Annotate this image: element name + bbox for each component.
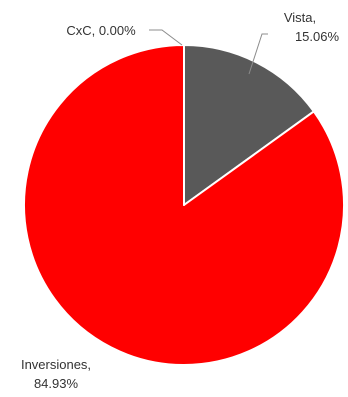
data-label-cxc: CxC, 0.00%: [66, 23, 136, 38]
data-label-inversiones-line-2: 84.93%: [34, 376, 79, 391]
leader-line-vista: [248, 33, 268, 75]
data-label-vista-line-1: Vista,: [284, 10, 316, 25]
pie-slice-vista: [183, 44, 315, 206]
data-label-cxc-line-1: CxC, 0.00%: [66, 23, 136, 38]
leader-line-cxc: [149, 29, 183, 46]
slices-layer: [23, 44, 345, 366]
data-label-vista: Vista, 15.06%: [284, 10, 340, 44]
data-labels-layer: Vista, 15.06% Inversiones, 84.93% CxC, 0.00%: [21, 10, 340, 391]
data-label-inversiones-line-1: Inversiones,: [21, 357, 91, 372]
data-label-inversiones: Inversiones, 84.93%: [21, 357, 91, 391]
leader-lines-layer: [149, 29, 268, 75]
data-label-vista-line-2: 15.06%: [295, 29, 340, 44]
